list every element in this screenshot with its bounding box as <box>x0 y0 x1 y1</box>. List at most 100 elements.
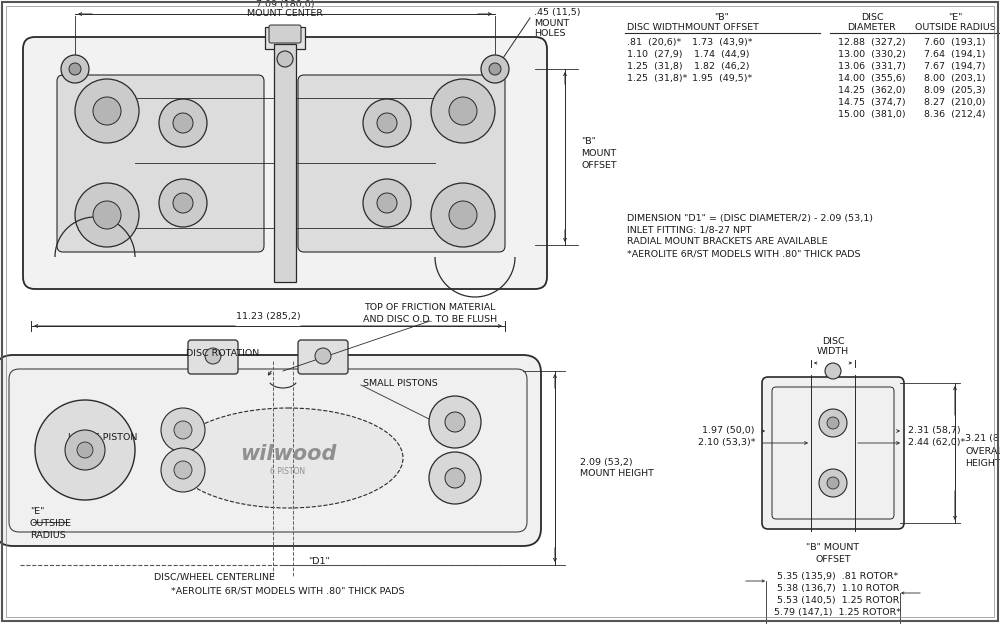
Circle shape <box>65 430 105 470</box>
Text: LARGE PISTON: LARGE PISTON <box>68 434 137 442</box>
Text: 6 PISTON: 6 PISTON <box>270 467 306 477</box>
Circle shape <box>35 400 135 500</box>
Circle shape <box>825 363 841 379</box>
Text: .45 (11,5): .45 (11,5) <box>534 7 580 16</box>
Text: 1.97 (50,0): 1.97 (50,0) <box>702 426 755 436</box>
Text: 2.31 (58,7): 2.31 (58,7) <box>908 426 961 436</box>
Text: 1.74  (44,9): 1.74 (44,9) <box>694 51 750 59</box>
Text: 11.23 (285,2): 11.23 (285,2) <box>236 313 300 321</box>
Text: DIMENSION "D1" = (DISC DIAMETER/2) - 2.09 (53,1): DIMENSION "D1" = (DISC DIAMETER/2) - 2.0… <box>627 213 873 223</box>
Text: 1.73  (43,9)*: 1.73 (43,9)* <box>692 39 752 47</box>
Circle shape <box>445 412 465 432</box>
Circle shape <box>315 348 331 364</box>
Text: DIAMETER: DIAMETER <box>848 22 896 31</box>
Text: OVERALL: OVERALL <box>965 447 1000 456</box>
Text: "E": "E" <box>948 12 962 21</box>
Text: MOUNT OFFSET: MOUNT OFFSET <box>685 22 759 31</box>
Text: DISC ROTATION: DISC ROTATION <box>186 348 260 358</box>
Ellipse shape <box>173 408 403 508</box>
Text: 8.09  (205,3): 8.09 (205,3) <box>924 87 986 95</box>
Text: 15.00  (381,0): 15.00 (381,0) <box>838 110 906 120</box>
Text: wilwood: wilwood <box>240 444 336 464</box>
Circle shape <box>277 51 293 67</box>
Text: *AEROLITE 6R/ST MODELS WITH .80" THICK PADS: *AEROLITE 6R/ST MODELS WITH .80" THICK P… <box>171 587 405 595</box>
Circle shape <box>159 179 207 227</box>
Text: 5.38 (136,7)  1.10 ROTOR: 5.38 (136,7) 1.10 ROTOR <box>777 585 899 593</box>
Text: 1.25  (31,8)*: 1.25 (31,8)* <box>627 74 687 84</box>
Text: .81  (20,6)*: .81 (20,6)* <box>627 39 681 47</box>
Text: 1.82  (46,2): 1.82 (46,2) <box>694 62 750 72</box>
Text: MOUNT CENTER: MOUNT CENTER <box>247 9 323 17</box>
Circle shape <box>827 417 839 429</box>
Text: 7.60  (193,1): 7.60 (193,1) <box>924 39 986 47</box>
Text: 7.67  (194,7): 7.67 (194,7) <box>924 62 986 72</box>
Text: 7.64  (194,1): 7.64 (194,1) <box>924 51 986 59</box>
Text: 2.09 (53,2): 2.09 (53,2) <box>580 457 633 467</box>
Text: 5.53 (140,5)  1.25 ROTOR: 5.53 (140,5) 1.25 ROTOR <box>777 597 899 605</box>
Circle shape <box>377 113 397 133</box>
Text: AND DISC O.D. TO BE FLUSH: AND DISC O.D. TO BE FLUSH <box>363 314 497 323</box>
Text: DISC: DISC <box>822 336 844 346</box>
Text: 14.00  (355,6): 14.00 (355,6) <box>838 74 906 84</box>
Text: "B": "B" <box>581 137 596 145</box>
Text: HEIGHT: HEIGHT <box>965 459 1000 467</box>
Circle shape <box>174 421 192 439</box>
Circle shape <box>93 97 121 125</box>
FancyBboxPatch shape <box>269 25 301 43</box>
Text: 14.25  (362,0): 14.25 (362,0) <box>838 87 906 95</box>
Text: OFFSET: OFFSET <box>815 555 851 563</box>
Text: "E": "E" <box>30 507 44 517</box>
Text: DISC/WHEEL CENTERLINE: DISC/WHEEL CENTERLINE <box>154 572 274 582</box>
Text: MOUNT: MOUNT <box>581 149 616 157</box>
Bar <box>265 27 305 49</box>
Bar <box>274 44 296 282</box>
Text: 8.00  (203,1): 8.00 (203,1) <box>924 74 986 84</box>
Text: 3.21 (81,4): 3.21 (81,4) <box>965 434 1000 444</box>
Text: DISC: DISC <box>861 12 883 21</box>
FancyBboxPatch shape <box>298 340 348 374</box>
Circle shape <box>377 193 397 213</box>
Text: RADIAL MOUNT BRACKETS ARE AVAILABLE: RADIAL MOUNT BRACKETS ARE AVAILABLE <box>627 238 828 246</box>
Circle shape <box>819 409 847 437</box>
Circle shape <box>75 79 139 143</box>
Circle shape <box>431 183 495 247</box>
Text: DISC WIDTH: DISC WIDTH <box>627 22 685 31</box>
Text: RADIUS: RADIUS <box>30 532 66 540</box>
Text: 7.09 (180,0): 7.09 (180,0) <box>256 0 314 9</box>
Circle shape <box>449 97 477 125</box>
Text: "B" MOUNT: "B" MOUNT <box>806 542 860 552</box>
Text: WIDTH: WIDTH <box>817 348 849 356</box>
Text: SMALL PISTONS: SMALL PISTONS <box>363 379 438 388</box>
Text: TOP OF FRICTION MATERIAL: TOP OF FRICTION MATERIAL <box>364 303 496 311</box>
Circle shape <box>205 348 221 364</box>
Text: OFFSET: OFFSET <box>581 160 617 170</box>
Text: 14.75  (374,7): 14.75 (374,7) <box>838 99 906 107</box>
Circle shape <box>69 63 81 75</box>
Circle shape <box>161 408 205 452</box>
Circle shape <box>481 55 509 83</box>
Text: 8.27  (210,0): 8.27 (210,0) <box>924 99 986 107</box>
Circle shape <box>431 79 495 143</box>
Circle shape <box>363 99 411 147</box>
Text: 12.88  (327,2): 12.88 (327,2) <box>838 39 906 47</box>
Circle shape <box>173 113 193 133</box>
FancyBboxPatch shape <box>188 340 238 374</box>
FancyBboxPatch shape <box>762 377 904 529</box>
Text: MOUNT: MOUNT <box>534 19 569 27</box>
Text: OUTSIDE RADIUS: OUTSIDE RADIUS <box>915 22 995 31</box>
Circle shape <box>173 193 193 213</box>
Text: MOUNT HEIGHT: MOUNT HEIGHT <box>580 469 654 479</box>
Circle shape <box>77 442 93 458</box>
Text: 13.00  (330,2): 13.00 (330,2) <box>838 51 906 59</box>
Circle shape <box>75 183 139 247</box>
Circle shape <box>159 99 207 147</box>
Circle shape <box>161 448 205 492</box>
Text: 5.35 (135,9)  .81 ROTOR*: 5.35 (135,9) .81 ROTOR* <box>777 572 899 582</box>
Text: *AEROLITE 6R/ST MODELS WITH .80" THICK PADS: *AEROLITE 6R/ST MODELS WITH .80" THICK P… <box>627 250 860 258</box>
Circle shape <box>449 201 477 229</box>
Text: 2.44 (62,0)*: 2.44 (62,0)* <box>908 439 965 447</box>
Text: INLET FITTING: 1/8-27 NPT: INLET FITTING: 1/8-27 NPT <box>627 225 752 235</box>
Circle shape <box>174 461 192 479</box>
Text: 2.10 (53,3)*: 2.10 (53,3)* <box>698 439 755 447</box>
Circle shape <box>93 201 121 229</box>
